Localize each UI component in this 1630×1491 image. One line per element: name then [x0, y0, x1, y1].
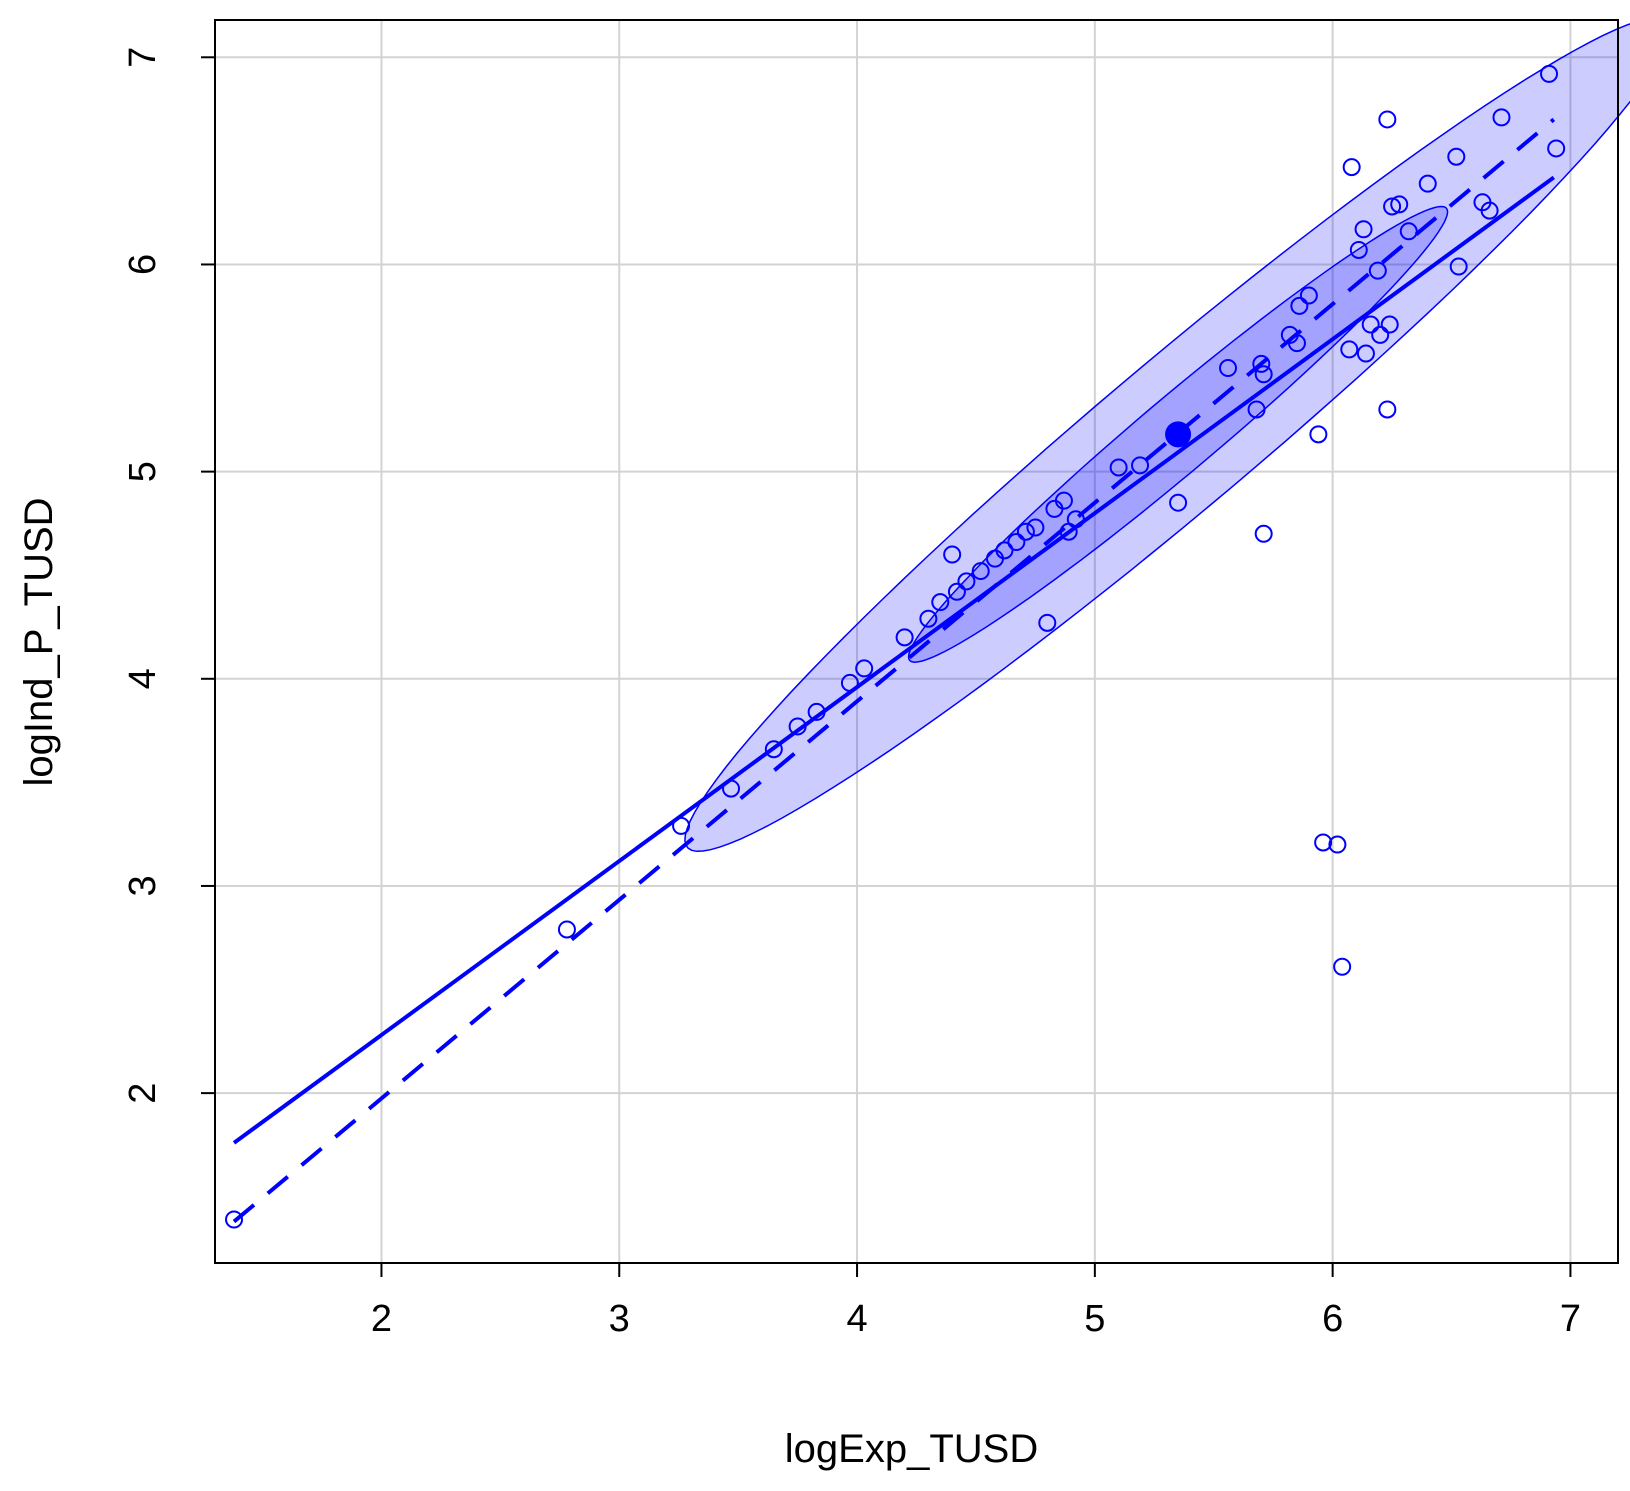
data-point	[1480, 201, 1499, 220]
data-point	[1540, 64, 1559, 83]
data-point	[1131, 456, 1150, 475]
data-point	[1356, 344, 1375, 363]
data-point	[1314, 833, 1333, 852]
data-point	[1328, 835, 1347, 854]
data-point	[1333, 957, 1352, 976]
data-point	[1492, 108, 1511, 127]
data-point	[764, 740, 783, 759]
grid-lines	[215, 20, 1618, 1263]
x-tick-label: 5	[1084, 1298, 1105, 1340]
y-tick-label: 6	[122, 254, 164, 275]
data-point	[1368, 261, 1387, 280]
data-point	[1354, 220, 1373, 239]
x-tick-label: 7	[1560, 1298, 1581, 1340]
data-point	[1418, 174, 1437, 193]
data-point	[855, 659, 874, 678]
data-point	[672, 816, 691, 835]
x-axis-title: logExp_TUSD	[785, 1427, 1038, 1471]
data-point	[971, 562, 990, 581]
data-point	[1254, 524, 1273, 543]
data-point	[225, 1210, 244, 1229]
y-axis: 2 3 4 5 6 7	[122, 47, 215, 1104]
data-point	[788, 717, 807, 736]
centroid-point	[1165, 421, 1192, 448]
outer-ellipse	[684, 23, 1630, 853]
data-point	[557, 920, 576, 939]
data-point	[931, 593, 950, 612]
data-point	[840, 673, 859, 692]
data-point	[1447, 147, 1466, 166]
data-point	[1038, 613, 1057, 632]
data-point	[1254, 365, 1273, 384]
data-point	[1371, 325, 1390, 344]
data-point	[947, 582, 966, 601]
y-axis-title: logInd_P_TUSD	[17, 497, 61, 786]
data-point	[1378, 110, 1397, 129]
x-axis: 2 3 4 5 6 7	[371, 1263, 1581, 1340]
data-point	[957, 572, 976, 591]
y-tick-label: 4	[122, 668, 164, 689]
data-point	[1290, 296, 1309, 315]
data-point	[1361, 315, 1380, 334]
data-points	[225, 64, 1566, 1229]
data-point	[1026, 518, 1045, 537]
x-tick-label: 3	[609, 1298, 630, 1340]
data-point	[1349, 240, 1368, 259]
data-point	[1219, 359, 1238, 378]
data-point	[1066, 510, 1085, 529]
y-tick-label: 7	[122, 47, 164, 68]
data-point	[1016, 522, 1035, 541]
plot-frame	[214, 19, 1619, 1264]
data-point	[807, 702, 826, 721]
data-point	[995, 541, 1014, 560]
x-tick-label: 6	[1322, 1298, 1343, 1340]
data-point	[1342, 158, 1361, 177]
data-point	[1247, 400, 1266, 419]
data-point	[1380, 315, 1399, 334]
x-tick-label: 2	[371, 1298, 392, 1340]
regression-lines	[232, 117, 1556, 1224]
regression-line-solid	[232, 175, 1555, 1145]
data-point	[1449, 257, 1468, 276]
data-point	[1383, 197, 1402, 216]
data-point	[1309, 425, 1328, 444]
x-tick-label: 4	[846, 1298, 867, 1340]
y-tick-label: 5	[122, 461, 164, 482]
data-point	[1340, 340, 1359, 359]
y-tick-label: 3	[122, 875, 164, 896]
data-point	[1299, 286, 1318, 305]
regression-line-dashed	[232, 117, 1556, 1224]
data-point	[919, 609, 938, 628]
data-point	[1390, 195, 1409, 214]
data-point	[1252, 354, 1271, 373]
data-point	[1054, 491, 1073, 510]
data-point	[895, 628, 914, 647]
data-point	[722, 779, 741, 798]
data-point	[1109, 458, 1128, 477]
y-tick-label: 2	[122, 1083, 164, 1104]
data-point	[1378, 400, 1397, 419]
data-point	[1007, 533, 1026, 552]
data-point	[943, 545, 962, 564]
data-point	[1287, 334, 1306, 353]
data-point	[1547, 139, 1566, 158]
data-point	[1399, 222, 1418, 241]
data-point	[1169, 493, 1188, 512]
